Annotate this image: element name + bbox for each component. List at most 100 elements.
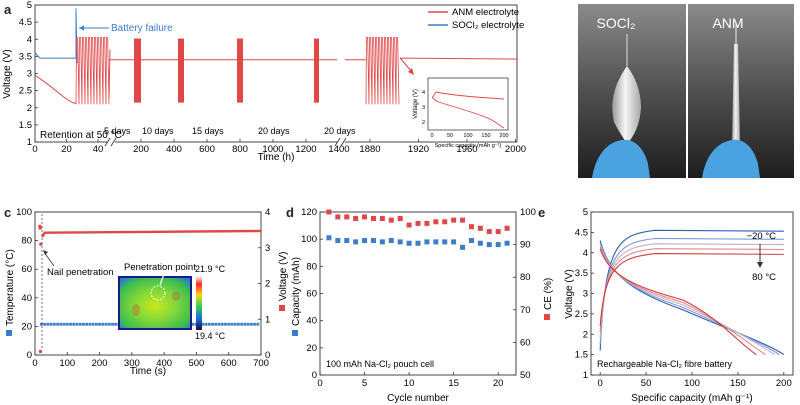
x-tick-label: 1880 [359,144,380,155]
temperature-point [49,322,53,326]
y-tick-label: 2 [27,103,32,114]
x-tick-label: 1400 [328,144,349,155]
panel-c-ylabel-right-text: Voltage (V) [278,252,289,301]
inset-x-tick-label: 150 [481,133,490,139]
ce-point [406,222,412,228]
d-x-tick-label: 15 [448,378,459,389]
ce-point [442,219,448,225]
temperature-point [227,322,231,326]
c-x-tick-label: 300 [124,358,140,369]
x-tick-label: 0 [32,144,37,155]
discharge-curve [599,244,775,356]
x-tick-label: 40 [93,144,104,155]
capacity-point [406,240,412,246]
c-yr-tick-label: 4 [265,207,270,218]
capacity-point [353,239,359,245]
ce-point [468,224,474,230]
rest-label-4: 20 days [258,126,290,136]
legend-anm-label: ANM electrolyte [452,7,519,18]
temperature-point [65,322,69,326]
zoom-arrowhead [408,68,414,75]
panel-c-xlabel: Time (s) [130,366,166,377]
x-tick-label: 20 [61,144,72,155]
panel-label-d: d [286,205,294,220]
inset-y-tick-label: 2 [422,120,425,126]
penetration-point-label: Penetration point [124,262,196,273]
e-y-tick-label: 4.5 [575,227,588,238]
ce-point [344,214,350,220]
panel-a-y-ticks: 1 1.5 2 2.5 3 3.5 4 4.5 5 [19,0,38,148]
colorbar-max-label: 21.9 °C [195,264,226,274]
e-y-tick-label: 4 [583,248,588,259]
temperature-point [62,322,66,326]
c-yl-tick-label: 40 [21,293,32,304]
anm-initial-discharge [34,74,77,105]
e-y-tick-label: 1.5 [575,350,588,361]
c-yr-tick-label: 3 [265,243,270,254]
c-yl-tick-label: 0 [27,350,32,361]
x-tick-label: 2000 [505,144,526,155]
legend-socl2-label: SOCl₂ electrolyte [452,20,524,31]
panel-e-xlabel: Specific capacity (mAh g⁻¹) [631,393,752,404]
panel-e-ylabel: Voltage (V) [564,269,575,318]
x-tick-label: 1920 [408,144,429,155]
ce-point [335,214,341,220]
panel-e-curves [599,229,785,356]
temperature-point [240,322,244,326]
temperature-point [59,322,63,326]
capacity-point [397,239,403,245]
capacity-point [477,240,483,246]
c-x-tick-label: 400 [156,358,172,369]
rest-label-2: 10 days [142,126,174,136]
socl2-swollen-fibre [612,66,641,144]
inset-xlabel: Specific capacity (mAh g⁻¹) [435,143,502,149]
temperature-point [201,322,205,326]
temperature-point [107,322,111,326]
ce-point [486,229,492,235]
capacity-point [442,239,448,245]
ce-point [379,216,385,222]
fibre-battery-label: Rechargeable Na-Cl₂ fibre battery [597,359,733,369]
inset-x-tick-label: 200 [499,133,508,139]
ce-point [460,217,466,223]
discharge-curve [599,242,780,356]
temperature-point [40,322,43,326]
ce-point [326,209,332,215]
d-x-tick-label: 5 [362,378,367,389]
panel-c-ylabel-left-text: Temperature (°C) [5,249,16,326]
ce-point [477,225,483,231]
e-y-tick-label: 3 [583,289,588,300]
e-x-tick-label: 200 [776,378,792,389]
x-tick-label: 800 [232,144,248,155]
cycles-final [365,37,400,105]
d-yr-tick-label: 100 [520,207,536,218]
panel-a-axis-break-1 [104,137,117,147]
c-x-tick-label: 500 [188,358,204,369]
temp-low-label: −20 °C [747,231,777,242]
d-yr-tick-label: 50 [520,370,531,381]
d-yl-tick-label: 0 [312,370,317,381]
temperature-point [56,322,59,326]
panel-a-inset: 0 50 100 150 200 2 3 4 Specific capacity (mAh g… [413,77,509,149]
temperature-point [237,322,240,326]
panel-c-ylabel-right: Voltage (V) [278,252,289,311]
panel-label-c: c [4,205,12,220]
x-tick-label: 400 [166,144,182,155]
capacity-point [379,239,385,245]
y-tick-label: 2.5 [19,86,32,97]
temperature-point [220,322,224,326]
panel-d-frame [319,211,517,376]
voltage-point-initial [38,349,42,353]
charge-curve [599,248,784,333]
inset-y-tick-label: 3 [422,105,425,111]
temperature-point [43,322,47,326]
capacity-point [504,240,510,246]
d-x-tick-label: 0 [317,378,322,389]
y-tick-label: 1 [27,137,32,148]
capacity-point [362,238,368,244]
capacity-point [460,244,466,250]
cycle-block-2 [178,38,184,103]
panel-d-ylabel-right-text: CE (%) [543,278,554,310]
charge-curve [599,253,784,327]
voltage-point-initial [38,226,42,230]
